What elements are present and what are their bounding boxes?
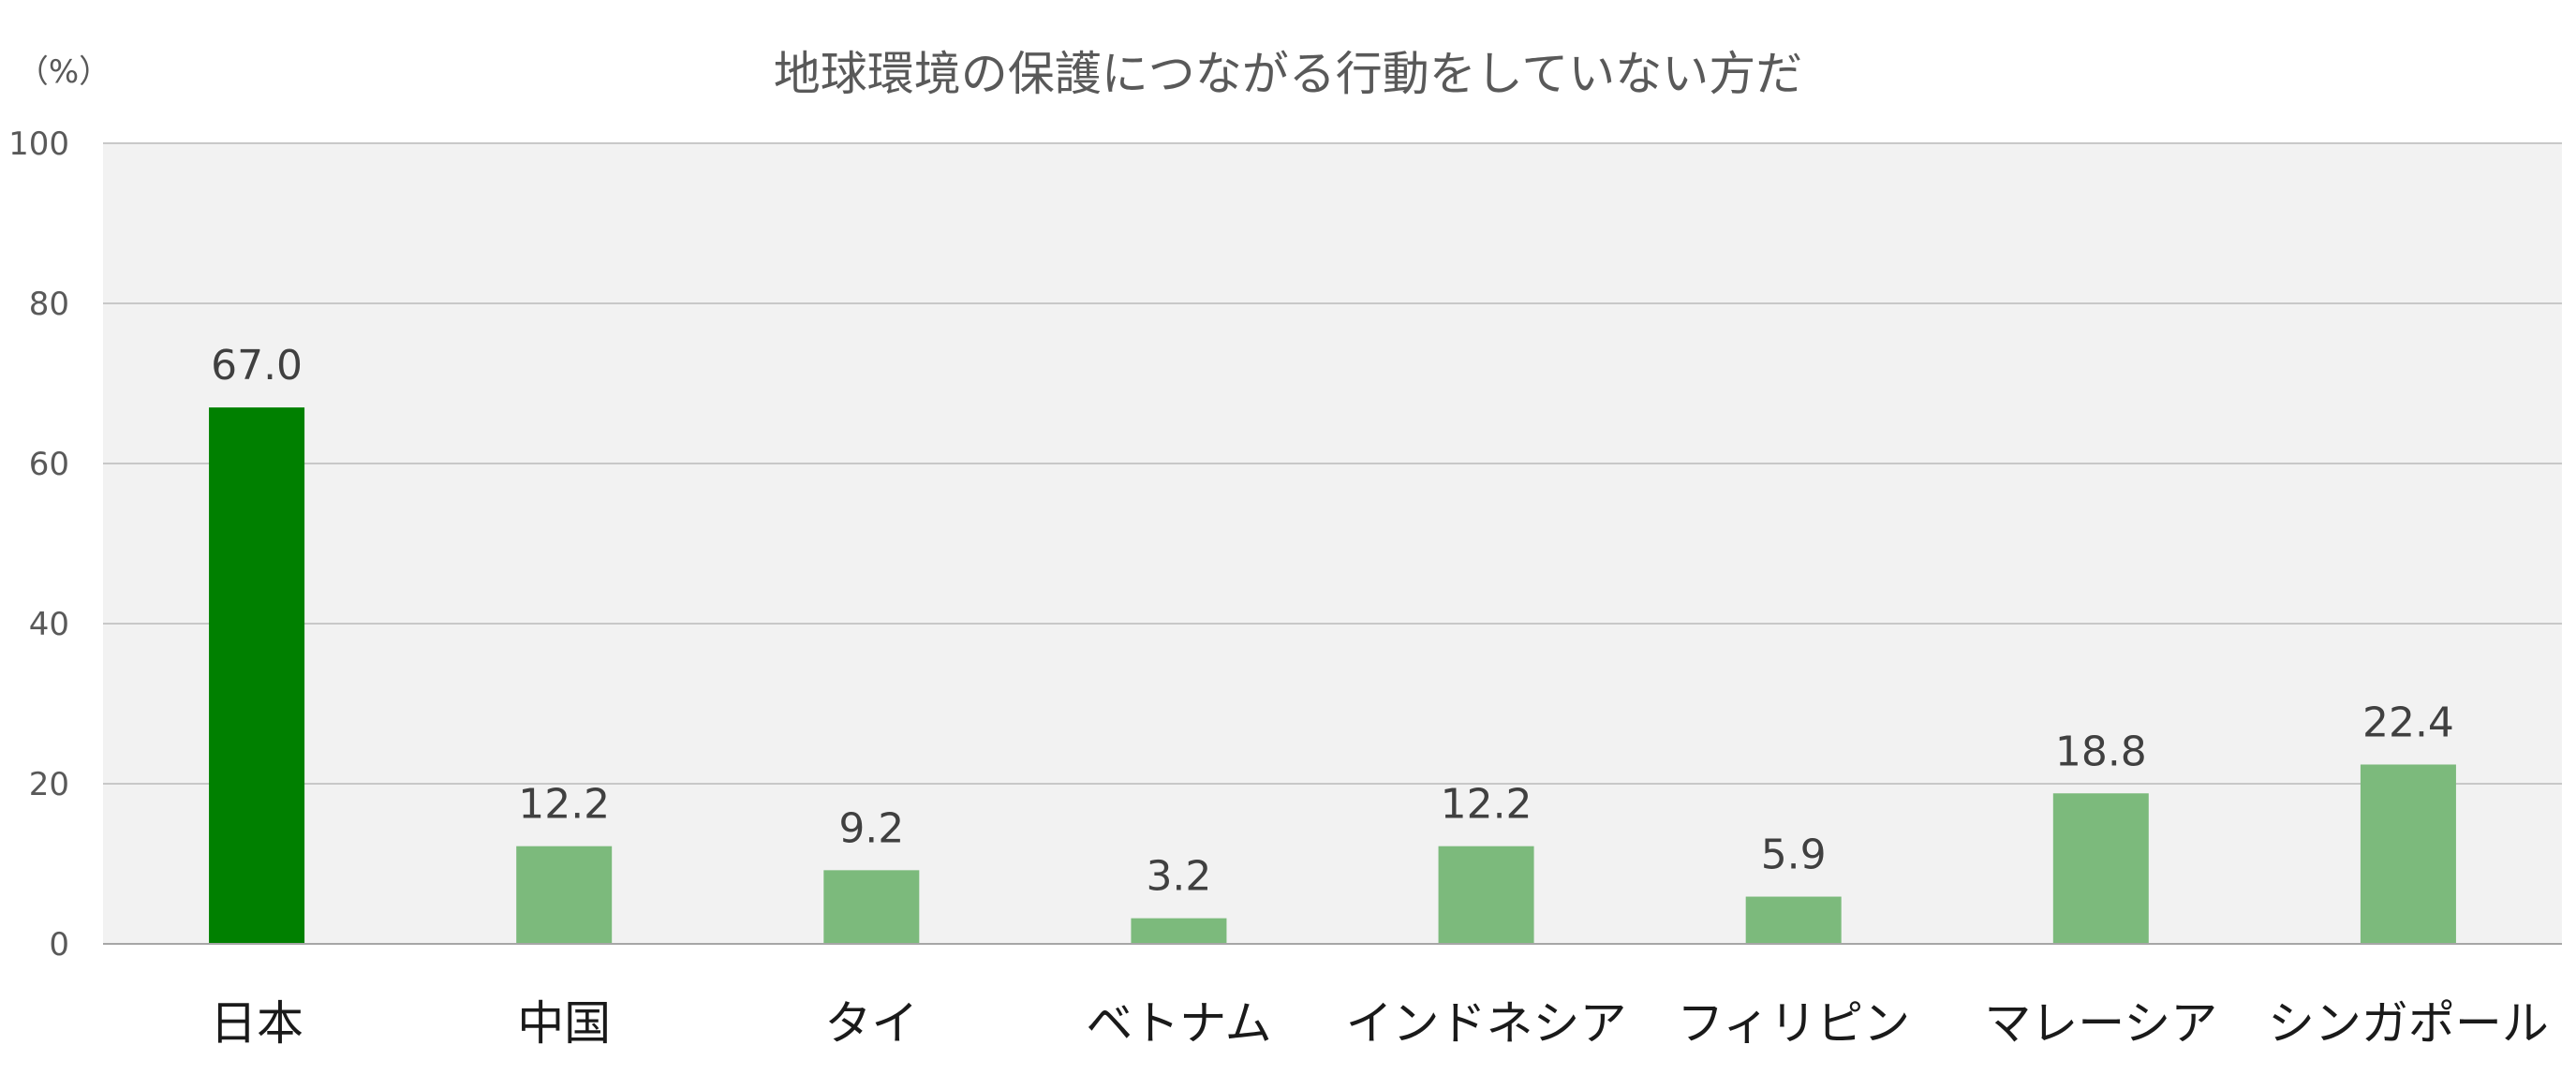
- y-tick-label: 40: [29, 606, 69, 643]
- x-tick-label: フィリピン: [1677, 996, 1910, 1051]
- x-tick-label: シンガポール: [2268, 996, 2549, 1051]
- chart-title: 地球環境の保護につながる行動をしていない方だ: [774, 47, 1803, 101]
- x-tick-label: ベトナム: [1086, 996, 1272, 1051]
- data-label: 22.4: [2362, 699, 2454, 746]
- data-labels: 67.0 12.2 9.2 3.2 12.2 5.9 18.8 22.4: [211, 342, 2454, 900]
- data-label: 18.8: [2055, 728, 2147, 775]
- data-label: 5.9: [1761, 831, 1827, 879]
- gridlines: [103, 142, 2562, 785]
- bar: [1745, 896, 1842, 944]
- bar: [823, 870, 920, 944]
- bar: [2052, 793, 2149, 944]
- bar: [2360, 764, 2456, 944]
- y-tick-label: 60: [29, 446, 69, 483]
- bar: [1131, 918, 1227, 944]
- bars: [209, 407, 2456, 944]
- y-axis-unit-label: （%）: [17, 53, 111, 91]
- x-tick-label: 中国: [517, 996, 611, 1051]
- x-tick-label: インドネシア: [1346, 996, 1627, 1051]
- y-axis-ticks: 0 20 40 60 80 100: [8, 125, 69, 964]
- x-tick-label: 日本: [210, 996, 303, 1051]
- x-tick-label: マレーシア: [1984, 996, 2217, 1051]
- y-tick-label: 80: [29, 286, 69, 323]
- data-label: 12.2: [518, 781, 610, 829]
- y-tick-label: 100: [8, 125, 69, 163]
- x-axis-ticks: 日本 中国 タイ ベトナム インドネシア フィリピン マレーシア シンガポール: [210, 996, 2549, 1051]
- y-tick-label: 20: [29, 766, 69, 803]
- plot-background: [103, 143, 2562, 944]
- bar: [516, 846, 613, 944]
- bar: [1438, 846, 1534, 944]
- bar: [209, 407, 305, 944]
- data-label: 12.2: [1441, 781, 1532, 829]
- data-label: 67.0: [211, 342, 303, 390]
- data-label: 9.2: [838, 804, 904, 852]
- data-label: 3.2: [1146, 853, 1211, 901]
- x-tick-label: タイ: [824, 996, 918, 1051]
- y-tick-label: 0: [49, 926, 69, 964]
